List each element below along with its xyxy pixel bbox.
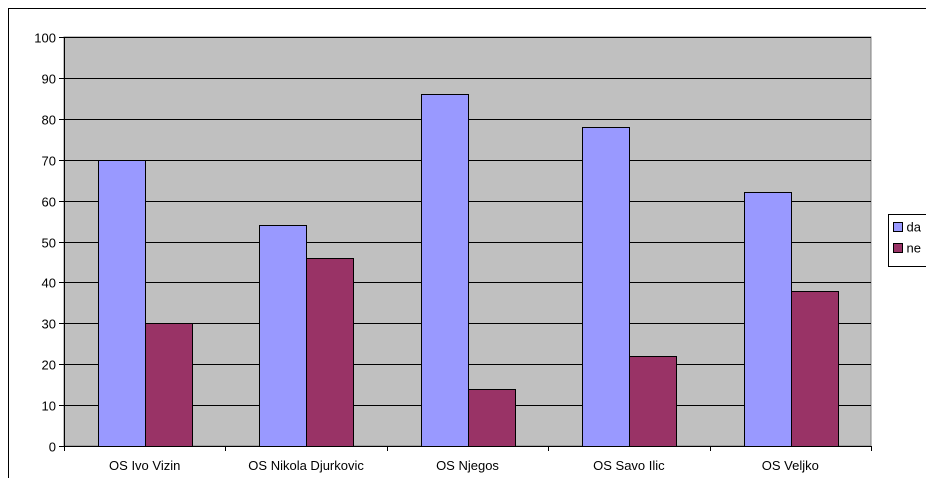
y-tick-label: 100 xyxy=(34,31,56,46)
legend: da ne xyxy=(889,215,926,267)
bar-ne-0 xyxy=(146,324,193,447)
bar-da-3 xyxy=(583,128,630,447)
x-tick-label: OS Veljko xyxy=(762,458,819,473)
x-tick-label: OS Nikola Djurkovic xyxy=(248,458,364,473)
bar-da-1 xyxy=(260,226,307,447)
bar-ne-2 xyxy=(469,390,516,447)
x-tick-label: OS Njegos xyxy=(436,458,499,473)
x-tick-label: OS Savo Ilic xyxy=(593,458,665,473)
y-tick-label: 40 xyxy=(42,276,56,291)
x-tick-label: OS Ivo Vizin xyxy=(109,458,180,473)
y-tick-label: 80 xyxy=(42,113,56,128)
y-tick-label: 10 xyxy=(42,399,56,414)
y-tick-label: 20 xyxy=(42,358,56,373)
legend-label-da: da xyxy=(907,220,922,235)
y-tick-label: 50 xyxy=(42,236,56,251)
bar-ne-4 xyxy=(792,292,839,447)
legend-label-ne: ne xyxy=(907,241,921,256)
bar-ne-1 xyxy=(307,259,354,447)
bar-ne-3 xyxy=(630,357,677,447)
bar-da-0 xyxy=(99,161,146,447)
y-tick-label: 60 xyxy=(42,195,56,210)
y-tick-label: 30 xyxy=(42,317,56,332)
y-tick-label: 0 xyxy=(49,440,56,455)
legend-swatch-ne xyxy=(894,244,903,253)
y-tick-label: 90 xyxy=(42,72,56,87)
y-tick-label: 70 xyxy=(42,154,56,169)
bar-da-4 xyxy=(745,193,792,447)
legend-swatch-da xyxy=(894,223,903,232)
bar-da-2 xyxy=(422,95,469,447)
